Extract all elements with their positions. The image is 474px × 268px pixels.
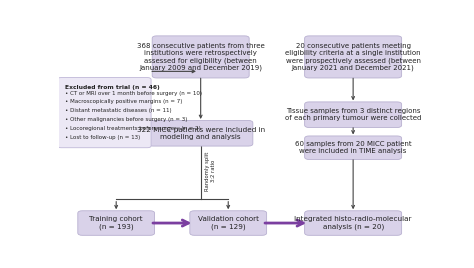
- Text: Integrated histo-radio-molecular
analysis (n = 20): Integrated histo-radio-molecular analysi…: [294, 216, 412, 230]
- Text: • Distant metastatic diseases (n = 11): • Distant metastatic diseases (n = 11): [65, 108, 172, 113]
- Text: • Macroscopically positive margins (n = 7): • Macroscopically positive margins (n = …: [65, 99, 182, 105]
- Text: Tissue samples from 3 distinct regions
of each primary tumour were collected: Tissue samples from 3 distinct regions o…: [285, 108, 421, 121]
- FancyBboxPatch shape: [305, 102, 401, 128]
- Text: Randomly split: Randomly split: [205, 151, 210, 191]
- Text: • CT or MRI over 1 month before surgery (n = 10): • CT or MRI over 1 month before surgery …: [65, 91, 202, 96]
- FancyBboxPatch shape: [305, 211, 401, 235]
- FancyBboxPatch shape: [152, 36, 249, 78]
- Text: • Lost to follow-up (n = 13): • Lost to follow-up (n = 13): [65, 135, 140, 140]
- Text: • Locoregional treatments before surgery (n = 2): • Locoregional treatments before surgery…: [65, 126, 201, 131]
- FancyBboxPatch shape: [305, 136, 401, 159]
- FancyBboxPatch shape: [78, 211, 155, 235]
- Text: 322 MICC patients were included in
modeling and analysis: 322 MICC patients were included in model…: [137, 127, 265, 140]
- Text: 3:2 ratio: 3:2 ratio: [211, 160, 217, 182]
- FancyBboxPatch shape: [57, 77, 151, 148]
- Text: 20 consecutive patients meeting
eligibility criteria at a single institution
wer: 20 consecutive patients meeting eligibil…: [285, 43, 421, 71]
- Text: • Other malignancies before surgery (n = 3): • Other malignancies before surgery (n =…: [65, 117, 187, 122]
- Text: Validation cohort
(n = 129): Validation cohort (n = 129): [198, 216, 259, 230]
- Text: Excluded from trial (n = 46): Excluded from trial (n = 46): [65, 85, 160, 90]
- Text: 60 samples from 20 MICC patient
were included in TIME analysis: 60 samples from 20 MICC patient were inc…: [295, 141, 411, 154]
- Text: Training cohort
(n = 193): Training cohort (n = 193): [90, 216, 143, 230]
- Text: 368 consecutive patients from three
institutions were retrospectively
assessed f: 368 consecutive patients from three inst…: [137, 43, 264, 71]
- FancyBboxPatch shape: [190, 211, 266, 235]
- FancyBboxPatch shape: [148, 121, 253, 146]
- FancyBboxPatch shape: [305, 36, 401, 78]
